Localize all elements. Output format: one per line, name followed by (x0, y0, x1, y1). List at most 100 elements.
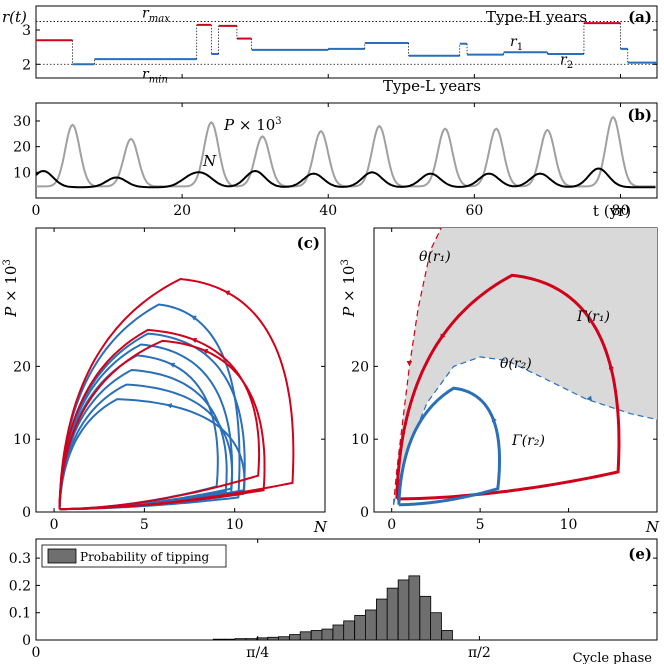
d-xlabel: N (645, 518, 660, 536)
histogram-bar (223, 638, 236, 641)
gamma-r1-orbit (395, 273, 621, 501)
b-xtick-label: 20 (173, 203, 191, 219)
e-xlabel: Cycle phase (573, 651, 653, 664)
e-xtick-label: 0 (32, 645, 41, 661)
b-xtick-label: 0 (32, 203, 41, 219)
panel-label-a: (a) (628, 8, 652, 26)
legend-label: Probability of tipping (80, 550, 210, 564)
histogram-bar (354, 615, 366, 641)
histogram-bar (267, 636, 280, 641)
histogram-bar (256, 637, 269, 641)
label-n-series: N (202, 152, 217, 170)
orbit-loop (58, 328, 261, 511)
b-xtick-label: 40 (319, 203, 337, 219)
series-p-line (36, 115, 656, 188)
histogram-bar (310, 630, 323, 641)
e-ytick-label: 0 (22, 633, 31, 649)
d-ylabel: P × 103 (340, 259, 358, 318)
legend-swatch (47, 548, 77, 564)
c-xtick-label: 10 (226, 517, 244, 533)
label-theta-r2: θ(r₂) (500, 356, 532, 372)
c-xtick-label: 5 (140, 517, 149, 533)
a-ytick-label: 2 (22, 57, 31, 73)
histogram-bar (419, 595, 432, 641)
orbit-arrow (191, 337, 198, 343)
panel-label-c: (c) (297, 234, 320, 252)
b-xlabel: t (yr) (593, 202, 631, 220)
theta-arrow (586, 395, 592, 401)
orbit-loop (58, 354, 219, 511)
b-xtick-label: 60 (465, 203, 483, 219)
legend-box (41, 544, 227, 568)
histogram-bar (321, 628, 334, 641)
panel-label-b: (b) (627, 106, 652, 124)
d-xtick-label: 5 (476, 517, 485, 533)
histogram-bar (376, 598, 388, 641)
gamma-r2-orbit (397, 386, 501, 507)
orbit-arrow (169, 362, 176, 368)
c-ytick-label: 0 (22, 505, 31, 521)
b-ytick-label: 30 (13, 114, 31, 130)
histogram-bar (386, 587, 399, 641)
b-xtick-label: 80 (612, 203, 630, 219)
label-r2: r2 (560, 52, 573, 71)
histogram-bar (212, 638, 225, 641)
histogram-bar (408, 575, 421, 641)
label-p-series: P × 103 (223, 116, 282, 134)
a-ylabel: r(t) (2, 8, 27, 26)
histogram-bar (430, 612, 442, 641)
panel-c-frame (35, 227, 326, 513)
histogram-bar (365, 609, 377, 641)
label-r-min: rmin (142, 66, 168, 85)
orbit-arrow (190, 315, 197, 321)
histogram-bar (234, 638, 247, 641)
d-ytick-label: 10 (351, 432, 369, 448)
c-ytick-label: 20 (13, 359, 31, 375)
c-xtick-label: 0 (50, 517, 59, 533)
histogram-bar (299, 631, 312, 641)
b-ytick-label: 10 (13, 165, 31, 181)
label-r1: r1 (510, 34, 523, 53)
histogram-bar (343, 620, 355, 641)
panel-b-frame (35, 102, 658, 199)
c-ytick-label: 10 (13, 432, 31, 448)
basin-shading (393, 228, 657, 505)
orbit-arrow (440, 333, 446, 340)
d-xtick-label: 0 (387, 517, 396, 533)
histogram-bar (397, 579, 410, 641)
histogram-bar (332, 624, 345, 641)
orbit-arrow (202, 348, 209, 355)
a-ytick-label: 3 (22, 23, 31, 39)
d-xtick-label: 10 (560, 517, 578, 533)
theta-arrow (406, 361, 413, 367)
label-gamma-r2: Γ(r₂) (511, 433, 545, 449)
histogram-bar (289, 634, 301, 641)
label-theta-r1: θ(r₁) (419, 249, 451, 265)
d-ytick-label: 0 (360, 505, 369, 521)
e-ytick-label: 0.3 (9, 551, 31, 567)
panel-a-frame (35, 5, 658, 79)
e-xtick-label: π/2 (468, 645, 491, 661)
histogram-bar (278, 636, 290, 641)
orbit-arrow (224, 290, 231, 296)
e-xtick-label: π/4 (246, 645, 269, 661)
d-ytick-label: 20 (351, 359, 369, 375)
b-ytick-label: 20 (13, 140, 31, 156)
histogram-bar (245, 638, 258, 641)
orbit-arrow (608, 363, 615, 370)
c-ylabel: P × 103 (2, 259, 20, 318)
label-gamma-r1: Γ(r₁) (576, 309, 610, 325)
series-n-line (35, 167, 656, 189)
e-ytick-label: 0.2 (9, 578, 31, 594)
orbit-arrow (166, 403, 173, 409)
panel-label-e: (e) (628, 545, 652, 563)
orbit-loop (58, 339, 266, 511)
label-type-l: Type-L years (383, 77, 481, 95)
label-r-max: rmax (142, 5, 170, 24)
histogram-bar (441, 630, 453, 641)
e-ytick-label: 0.1 (9, 606, 31, 622)
c-xlabel: N (313, 518, 328, 536)
label-type-h: Type-H years (486, 8, 587, 26)
orbit-arrow (491, 416, 497, 423)
